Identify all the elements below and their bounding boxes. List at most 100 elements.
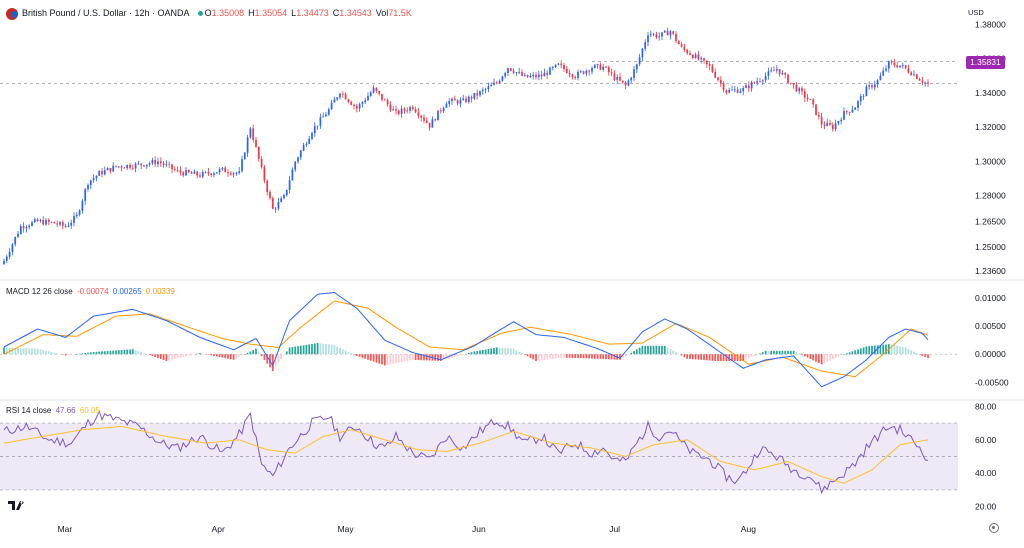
candle-body — [53, 221, 56, 224]
candle-body — [683, 46, 686, 50]
candle-body — [739, 91, 742, 93]
candle-body — [602, 66, 605, 70]
candle-body — [235, 172, 238, 174]
macd-histogram-bar — [28, 348, 31, 355]
candle-body — [568, 72, 571, 75]
candle-body — [213, 173, 215, 176]
settings-gear-icon[interactable] — [989, 523, 999, 533]
macd-histogram-bar — [411, 354, 414, 360]
candle-body — [789, 82, 792, 84]
macd-histogram-bar — [257, 352, 260, 355]
candle-body — [767, 71, 770, 76]
candle-body — [397, 110, 400, 114]
candle-body — [619, 76, 621, 81]
candle-body — [98, 171, 101, 176]
candle-body — [896, 65, 899, 68]
candle-body — [848, 111, 851, 113]
candle-body — [868, 85, 871, 87]
candle-body — [123, 167, 126, 169]
candle-body — [843, 110, 845, 120]
candle-body — [798, 88, 801, 92]
candle-body — [826, 122, 829, 127]
macd-histogram-bar — [361, 354, 364, 358]
candle-body — [809, 99, 812, 101]
candle-body — [11, 244, 14, 252]
macd-histogram-bar — [680, 354, 683, 356]
macd-histogram-bar — [409, 354, 411, 361]
macd-histogram-bar — [826, 354, 829, 362]
candle-body — [367, 95, 369, 101]
macd-histogram-bar — [33, 348, 36, 355]
candle-body — [554, 64, 557, 68]
candle-body — [201, 172, 204, 177]
rsi-legend[interactable]: RSI 14 close 47.66 60.05 — [6, 405, 102, 417]
macd-histogram-bar — [59, 354, 61, 355]
candle-body — [117, 166, 120, 168]
candle-body — [81, 200, 84, 211]
macd-histogram-bar — [649, 345, 652, 355]
candle-body — [736, 89, 739, 93]
candle-body — [137, 163, 140, 165]
candle-body — [560, 63, 563, 66]
macd-histogram-bar — [526, 354, 529, 357]
macd-histogram-bar — [109, 350, 112, 355]
rsi-pane[interactable] — [0, 409, 958, 495]
candle-body — [719, 80, 722, 84]
macd-histogram-bar — [201, 353, 204, 355]
candle-body — [190, 172, 193, 174]
candle-body — [501, 76, 504, 81]
macd-histogram-bar — [266, 354, 269, 364]
candle-body — [140, 163, 143, 166]
macd-histogram-bar — [271, 354, 274, 372]
macd-histogram-bar — [5, 347, 8, 355]
candle-body — [14, 237, 17, 245]
candle-body — [899, 65, 901, 68]
macd-histogram-bar — [439, 354, 442, 361]
candle-body — [263, 167, 266, 181]
macd-histogram-bar — [507, 348, 509, 355]
macd-histogram-bar — [596, 354, 599, 359]
candle-body — [523, 74, 526, 76]
macd-histogram-bar — [84, 353, 87, 355]
gbp-usd-symbol-icon[interactable] — [6, 8, 18, 20]
macd-histogram-bar — [694, 354, 697, 360]
candle-body — [185, 170, 187, 176]
macd-histogram-bar — [101, 351, 103, 355]
x-axis-month-label: Jul — [609, 524, 620, 534]
macd-histogram-bar — [831, 354, 834, 360]
price-pane[interactable] — [0, 27, 958, 265]
macd-histogram-bar — [207, 354, 210, 355]
candle-body — [521, 71, 523, 76]
candle-body — [722, 83, 725, 91]
macd-histogram-bar — [322, 343, 325, 355]
macd-histogram-bar — [311, 343, 313, 355]
macd-histogram-bar — [551, 354, 554, 359]
candle-body — [924, 82, 927, 84]
candle-body — [187, 170, 190, 173]
macd-histogram-bar — [417, 354, 420, 361]
macd-histogram-bar — [647, 345, 649, 355]
macd-pane[interactable] — [0, 291, 958, 388]
macd-histogram-bar — [403, 354, 406, 362]
macd-histogram-bar — [801, 354, 803, 355]
macd-histogram-bar — [182, 354, 185, 358]
macd-histogram-bar — [599, 354, 602, 359]
macd-histogram-bar — [498, 347, 501, 355]
macd-histogram-bar — [910, 350, 913, 355]
macd-histogram-bar — [341, 349, 344, 355]
symbol-legend[interactable]: British Pound / U.S. Dollar · 12h · OAND… — [22, 7, 418, 19]
candle-body — [633, 69, 635, 78]
macd-histogram-bar — [630, 352, 633, 355]
candle-body — [462, 98, 465, 100]
candle-body — [196, 171, 199, 176]
macd-legend[interactable]: MACD 12 26 close -0.00074 0.00265 0.0033… — [6, 286, 177, 298]
candle-body — [442, 107, 445, 112]
candle-body — [733, 89, 736, 91]
candle-body — [465, 98, 467, 102]
candle-body — [333, 99, 336, 103]
candle-body — [725, 90, 728, 93]
tradingview-logo-icon[interactable] — [8, 499, 26, 514]
symbol-title[interactable]: British Pound / U.S. Dollar · 12h · OAND… — [22, 8, 190, 18]
candle-body — [792, 83, 795, 85]
